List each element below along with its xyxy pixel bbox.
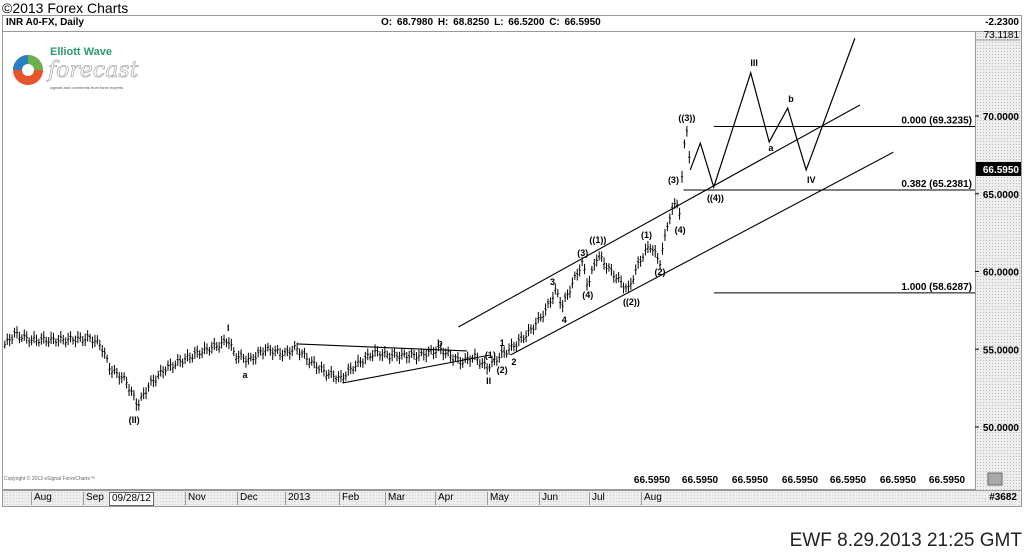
wave-label: (1) bbox=[485, 350, 496, 360]
wave-label: (4) bbox=[582, 290, 593, 300]
wave-label: ((4)) bbox=[707, 193, 724, 203]
wave-label: II bbox=[486, 376, 491, 386]
wave-label: ((1)) bbox=[589, 235, 606, 245]
wave-label: (1) bbox=[641, 230, 652, 240]
wave-label: 3 bbox=[550, 277, 555, 287]
y-tick-label: 70.0000 bbox=[983, 112, 1020, 123]
time-axis-label: Jun bbox=[539, 492, 558, 505]
y-axis-top-label: 73.1181 bbox=[984, 30, 1020, 41]
time-axis[interactable]: #3682 Aug Sep 09/28/12 Nov Dec 2013 Feb Mar Apr M… bbox=[2, 490, 1022, 507]
time-axis-label: Aug bbox=[31, 492, 52, 505]
time-axis-label: Dec bbox=[237, 492, 258, 505]
wave-label: b bbox=[788, 94, 794, 104]
chart-header: INR A0-FX, Daily O: 68.7980 H: 68.8250 L… bbox=[2, 15, 1022, 32]
wave-label: I bbox=[227, 323, 230, 333]
wave-label: b bbox=[437, 338, 443, 348]
wave-label: (2) bbox=[655, 267, 666, 277]
wave-label: (2) bbox=[497, 365, 508, 375]
trendline bbox=[458, 104, 861, 328]
wave-label: IV bbox=[807, 175, 816, 185]
wave-label: (3) bbox=[577, 248, 588, 258]
trendline bbox=[510, 151, 894, 356]
fib-level-label: 0.382 (65.2381) bbox=[901, 179, 972, 190]
logo-tagline: signals and comments from forex experts bbox=[50, 85, 124, 90]
fib-level-label: 0.000 (69.3235) bbox=[901, 116, 972, 127]
y-tick-label: 50.0000 bbox=[983, 423, 1020, 434]
logo-swirl-icon bbox=[13, 55, 43, 85]
bottom-value: 66.5950 bbox=[634, 475, 671, 486]
wave-label: (II) bbox=[129, 415, 140, 425]
wave-label: 1 bbox=[500, 338, 505, 348]
wave-label: (3) bbox=[668, 175, 679, 185]
copyright-title: ©2013 Forex Charts bbox=[2, 0, 129, 16]
wave-label: ((2)) bbox=[623, 297, 640, 307]
time-axis-label: Nov bbox=[185, 492, 206, 505]
trendline bbox=[297, 343, 467, 352]
wave-label: a bbox=[243, 370, 249, 380]
last-price-label: 66.5950 bbox=[983, 165, 1020, 176]
bar-count: #3682 bbox=[989, 492, 1017, 503]
time-axis-label: 2013 bbox=[285, 492, 310, 505]
wave-label: ((3)) bbox=[678, 113, 695, 123]
esignal-copyright: Copyright © 2013 eSignal ForexCharts™ bbox=[4, 476, 95, 482]
logo-script: forecast bbox=[48, 58, 139, 83]
wave-label: III bbox=[750, 58, 758, 68]
scroll-thumb[interactable] bbox=[987, 472, 1003, 486]
time-axis-label: Mar bbox=[385, 492, 405, 505]
bottom-value: 66.5950 bbox=[830, 475, 867, 486]
symbol-label: INR A0-FX, Daily bbox=[6, 17, 84, 28]
wave-projection-path bbox=[689, 38, 856, 190]
plot-area[interactable] bbox=[2, 31, 976, 490]
time-axis-label: Sep bbox=[83, 492, 104, 505]
wave-label: (4) bbox=[675, 225, 686, 235]
logo-title: Elliott Wave bbox=[50, 46, 112, 58]
y-tick-label: 65.0000 bbox=[983, 190, 1020, 201]
timestamp-footer: EWF 8.29.2013 21:25 GMT bbox=[789, 530, 1022, 551]
time-axis-label: Feb bbox=[339, 492, 359, 505]
trendline bbox=[342, 354, 491, 384]
fib-level-label: 1.000 (58.6287) bbox=[901, 282, 972, 293]
time-axis-label: Aug bbox=[641, 492, 662, 505]
time-axis-label: May bbox=[487, 492, 509, 505]
y-tick-label: 55.0000 bbox=[983, 345, 1020, 356]
wave-label: a bbox=[768, 143, 774, 153]
time-axis-label: Jul bbox=[589, 492, 605, 505]
wave-label: 2 bbox=[511, 357, 516, 367]
bottom-value: 66.5950 bbox=[782, 475, 819, 486]
bottom-value: 66.5950 bbox=[682, 475, 719, 486]
bottom-value: 66.5950 bbox=[880, 475, 917, 486]
time-axis-label: Apr bbox=[435, 492, 454, 505]
bottom-value: 66.5950 bbox=[732, 475, 769, 486]
last-price-marker bbox=[976, 161, 1021, 176]
price-axis[interactable] bbox=[975, 31, 1022, 491]
y-tick-label: 60.0000 bbox=[983, 268, 1020, 279]
wave-label: 4 bbox=[562, 315, 567, 325]
bottom-value: 66.5950 bbox=[929, 475, 966, 486]
ohlc-readout: O: 68.7980 H: 68.8250 L: 66.5200 C: 66.5… bbox=[381, 17, 601, 28]
change-readout: -2.2300 bbox=[985, 17, 1019, 28]
time-axis-label: 09/28/12 bbox=[109, 492, 154, 506]
